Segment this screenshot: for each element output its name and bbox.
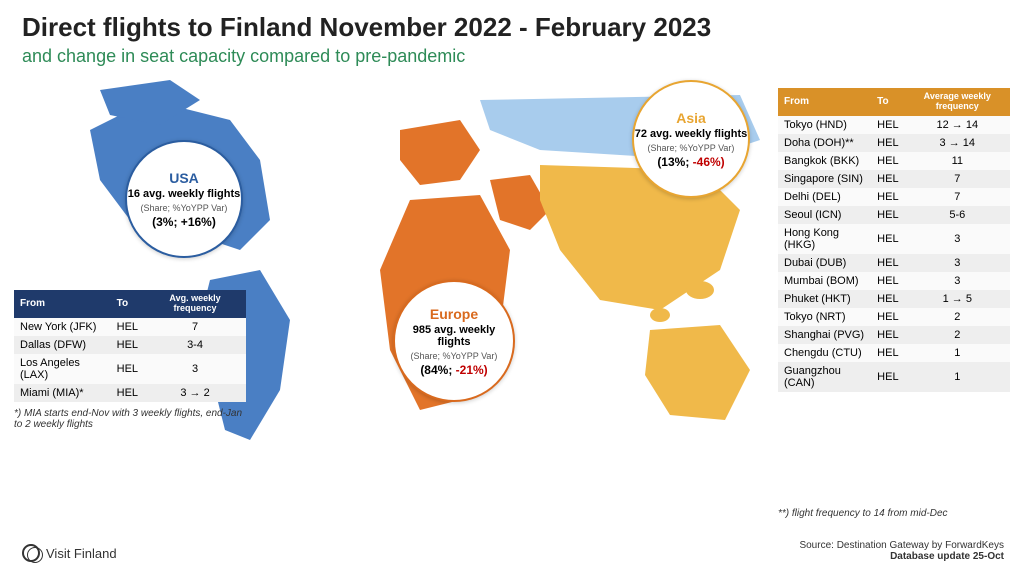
- bubble-label: Asia: [676, 110, 706, 126]
- bubble-europe: Europe 985 avg. weekly flights (Share; %…: [393, 280, 515, 402]
- table-row: Miami (MIA)*HEL3 → 2: [14, 384, 246, 402]
- bubble-pct: (13%; -46%): [657, 155, 724, 169]
- table-usa: FromToAvg. weekly frequency New York (JF…: [14, 290, 246, 402]
- table-row: Doha (DOH)**HEL3 → 14: [778, 134, 1010, 152]
- table-row: Bangkok (BKK)HEL11: [778, 152, 1010, 170]
- table-header: To: [111, 290, 144, 318]
- table-row: New York (JFK)HEL7: [14, 318, 246, 336]
- table-row: Singapore (SIN)HEL7: [778, 170, 1010, 188]
- logo-text: Visit Finland: [46, 546, 117, 561]
- bubble-flights: 72 avg. weekly flights: [635, 128, 748, 140]
- table-row: Seoul (ICN)HEL5-6: [778, 206, 1010, 224]
- page-title: Direct flights to Finland November 2022 …: [22, 12, 711, 43]
- bubble-share-label: (Share; %YoYPP Var): [141, 203, 228, 213]
- table-row: Mumbai (BOM)HEL3: [778, 272, 1010, 290]
- table-row: Dallas (DFW)HEL3-4: [14, 336, 246, 354]
- table-row: Tokyo (NRT)HEL2: [778, 308, 1010, 326]
- table-row: Shanghai (PVG)HEL2: [778, 326, 1010, 344]
- source-attribution: Source: Destination Gateway by ForwardKe…: [799, 540, 1004, 562]
- table-row: Phuket (HKT)HEL1 → 5: [778, 290, 1010, 308]
- table-header: Average weekly frequency: [905, 88, 1010, 116]
- table-row: Guangzhou (CAN)HEL1: [778, 362, 1010, 392]
- bubble-label: Europe: [430, 306, 478, 322]
- table-row: Los Angeles (LAX)HEL3: [14, 354, 246, 384]
- table-header: Avg. weekly frequency: [144, 290, 246, 318]
- table-asia: FromToAverage weekly frequency Tokyo (HN…: [778, 88, 1010, 392]
- bubble-flights: 16 avg. weekly flights: [128, 188, 241, 200]
- bubble-share-label: (Share; %YoYPP Var): [648, 143, 735, 153]
- table-row: Delhi (DEL)HEL7: [778, 188, 1010, 206]
- bubble-pct: (3%; +16%): [152, 215, 216, 229]
- table-header: From: [14, 290, 111, 318]
- bubble-asia: Asia 72 avg. weekly flights (Share; %YoY…: [632, 80, 750, 198]
- logo: Visit Finland: [22, 544, 117, 562]
- page-subtitle: and change in seat capacity compared to …: [22, 46, 465, 67]
- table-row: Hong Kong (HKG)HEL3: [778, 224, 1010, 254]
- bubble-label: USA: [169, 170, 199, 186]
- table-row: Tokyo (HND)HEL12 → 14: [778, 116, 1010, 134]
- footnote-usa: *) MIA starts end-Nov with 3 weekly flig…: [14, 408, 246, 430]
- logo-icon: [22, 544, 40, 562]
- region-asia-oceania: [540, 165, 750, 420]
- bubble-usa: USA 16 avg. weekly flights (Share; %YoYP…: [125, 140, 243, 258]
- bubble-flights: 985 avg. weekly flights: [395, 324, 513, 348]
- table-row: Chengdu (CTU)HEL1: [778, 344, 1010, 362]
- bubble-pct: (84%; -21%): [420, 363, 487, 377]
- footnote-asia: **) flight frequency to 14 from mid-Dec: [778, 508, 1010, 519]
- table-row: Dubai (DUB)HEL3: [778, 254, 1010, 272]
- bubble-share-label: (Share; %YoYPP Var): [411, 351, 498, 361]
- table-header: To: [871, 88, 904, 116]
- table-header: From: [778, 88, 871, 116]
